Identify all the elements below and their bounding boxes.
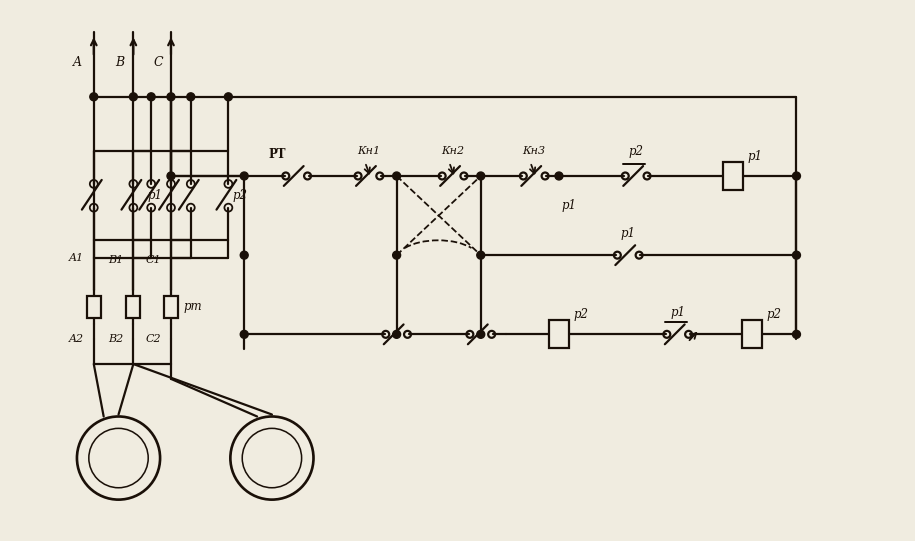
Circle shape xyxy=(241,331,248,338)
Circle shape xyxy=(129,93,137,101)
Bar xyxy=(723,162,743,190)
Circle shape xyxy=(167,172,175,180)
Text: р2: р2 xyxy=(232,189,248,202)
Text: р1: р1 xyxy=(561,199,576,212)
Circle shape xyxy=(393,251,401,259)
Text: р2: р2 xyxy=(573,308,588,321)
Circle shape xyxy=(477,251,485,259)
Bar xyxy=(126,296,140,318)
Text: р1: р1 xyxy=(748,150,762,163)
Text: РТ: РТ xyxy=(268,148,285,161)
Text: р2: р2 xyxy=(629,145,643,158)
Circle shape xyxy=(792,251,801,259)
Circle shape xyxy=(792,331,801,338)
Text: Кн3: Кн3 xyxy=(522,146,545,156)
Text: B2: B2 xyxy=(108,334,124,344)
Text: р1: р1 xyxy=(147,189,163,202)
Bar xyxy=(164,296,178,318)
Text: рт: рт xyxy=(183,300,202,313)
Circle shape xyxy=(477,331,485,338)
Text: р1: р1 xyxy=(620,227,636,240)
Text: C: C xyxy=(154,56,163,69)
Text: Кн2: Кн2 xyxy=(441,146,465,156)
Circle shape xyxy=(792,172,801,180)
Circle shape xyxy=(167,93,175,101)
Bar xyxy=(549,320,569,348)
Text: B1: B1 xyxy=(108,255,124,265)
Circle shape xyxy=(147,93,156,101)
Text: р2: р2 xyxy=(766,308,781,321)
Text: C1: C1 xyxy=(145,255,161,265)
Circle shape xyxy=(393,172,401,180)
Circle shape xyxy=(90,93,98,101)
Text: A2: A2 xyxy=(69,334,83,344)
Text: A1: A1 xyxy=(69,253,83,263)
Circle shape xyxy=(241,251,248,259)
Text: р1: р1 xyxy=(670,306,685,319)
Circle shape xyxy=(77,417,160,500)
Text: B: B xyxy=(115,56,124,69)
Bar xyxy=(87,296,101,318)
Text: Кн1: Кн1 xyxy=(358,146,381,156)
Circle shape xyxy=(187,93,195,101)
Circle shape xyxy=(241,172,248,180)
Text: M1: M1 xyxy=(106,451,131,465)
Circle shape xyxy=(224,93,232,101)
Text: M2: M2 xyxy=(260,451,285,465)
Text: A: A xyxy=(73,56,82,69)
Bar xyxy=(742,320,762,348)
Circle shape xyxy=(477,172,485,180)
Circle shape xyxy=(231,417,314,500)
Circle shape xyxy=(555,172,563,180)
Text: C2: C2 xyxy=(145,334,161,344)
Circle shape xyxy=(393,331,401,338)
